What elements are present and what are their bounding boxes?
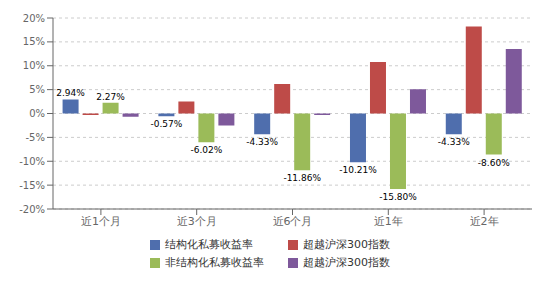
svg-text:10%: 10%	[23, 60, 45, 71]
svg-text:近6个月: 近6个月	[273, 215, 313, 228]
svg-text:15%: 15%	[23, 36, 45, 47]
svg-text:近3个月: 近3个月	[177, 215, 217, 228]
html-text:非结构化私募收益率: 非结构化私募收益率	[165, 256, 264, 269]
svg-text:20%: 20%	[23, 13, 45, 24]
svg-text:-20%: -20%	[19, 204, 45, 215]
svg-text:-10.21%: -10.21%	[339, 165, 377, 175]
svg-text:5%: 5%	[29, 84, 45, 95]
svg-text:-11.86%: -11.86%	[283, 173, 321, 183]
html-text:超越沪深300指数: 超越沪深300指数	[303, 256, 390, 269]
svg-text:-8.60%: -8.60%	[478, 158, 510, 168]
svg-text:2.27%: 2.27%	[96, 92, 125, 102]
svg-text:近1年: 近1年	[374, 215, 403, 228]
html-text:结构化私募收益率: 结构化私募收益率	[165, 238, 253, 251]
svg-text:-15%: -15%	[19, 180, 45, 191]
svg-text:-15.80%: -15.80%	[379, 192, 417, 202]
svg-text:-4.33%: -4.33%	[438, 137, 470, 147]
svg-text:-6.02%: -6.02%	[190, 145, 222, 155]
svg-text:0%: 0%	[29, 108, 45, 119]
svg-text:-4.33%: -4.33%	[246, 137, 278, 147]
html-text:超越沪深300指数: 超越沪深300指数	[303, 238, 390, 251]
svg-text:2.94%: 2.94%	[56, 88, 85, 98]
svg-text:-0.57%: -0.57%	[150, 119, 182, 129]
svg-text:-10%: -10%	[19, 156, 45, 167]
svg-text:近2年: 近2年	[470, 215, 499, 228]
svg-text:-5%: -5%	[26, 132, 45, 143]
svg-text:近1个月: 近1个月	[81, 215, 121, 228]
